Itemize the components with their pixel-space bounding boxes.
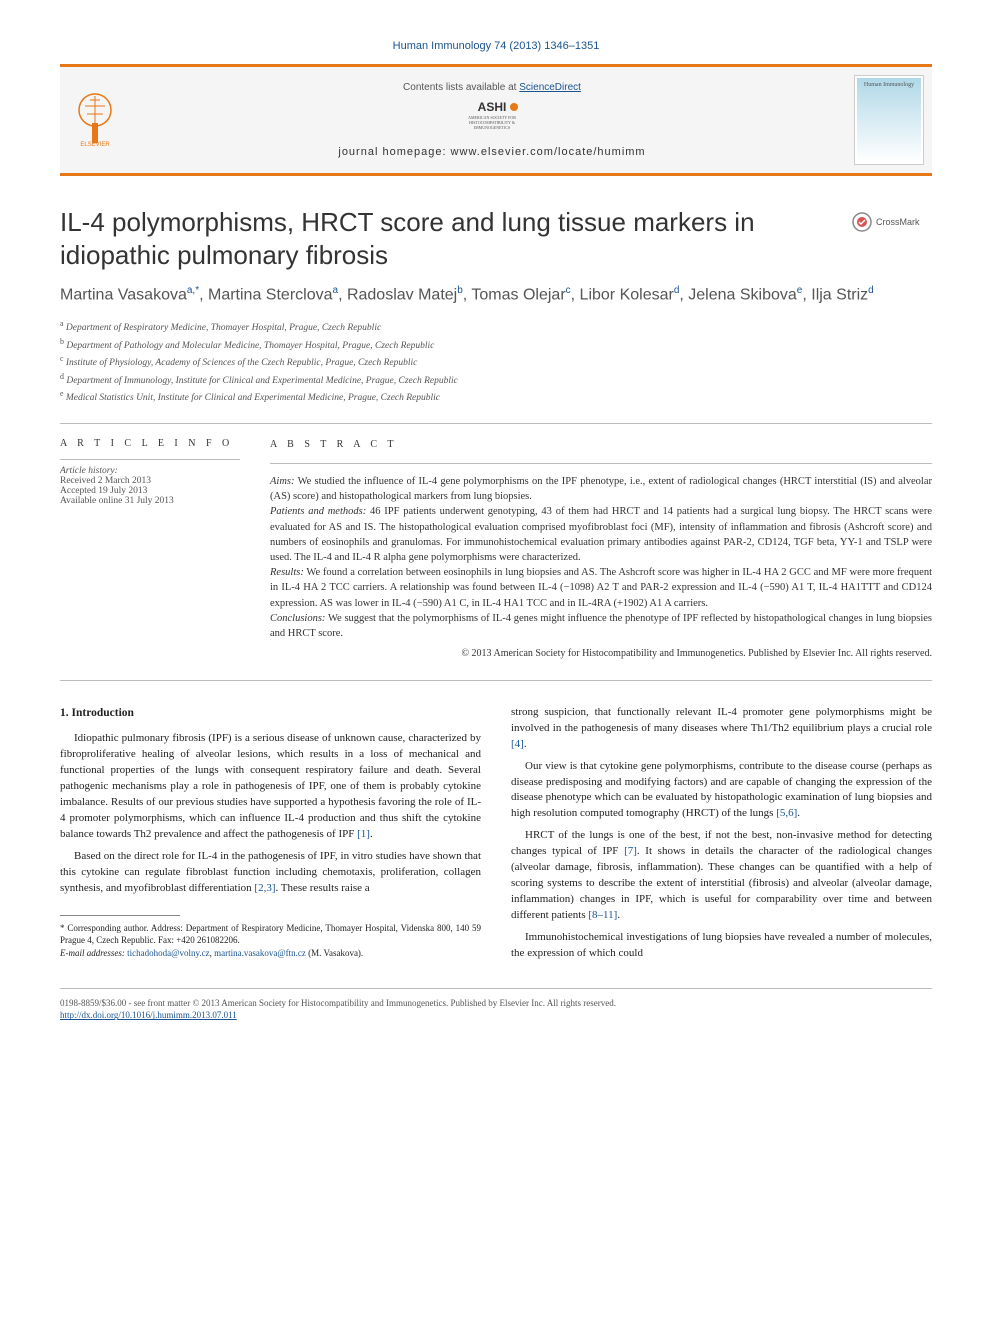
ref-link[interactable]: [5,6] (776, 807, 797, 819)
email-link[interactable]: martina.vasakova@ftn.cz (214, 948, 306, 958)
body-paragraph: Immunohistochemical investigations of lu… (511, 930, 932, 962)
divider (60, 423, 932, 424)
contents-available: Contents lists available at ScienceDirec… (130, 82, 854, 93)
article-title: IL-4 polymorphisms, HRCT score and lung … (60, 206, 832, 271)
elsevier-logo[interactable]: ELSEVIER (60, 88, 130, 153)
footnote-divider (60, 915, 180, 916)
journal-banner: ELSEVIER Contents lists available at Sci… (60, 64, 932, 176)
ashi-logo: ASHI AMERICAN SOCIETY FOR HISTOCOMPATIBI… (452, 99, 532, 140)
email-link[interactable]: tichadohoda@volny.cz (127, 948, 209, 958)
divider (60, 680, 932, 681)
authors-list: Martina Vasakovaa,*, Martina Sterclovaa,… (60, 285, 932, 304)
abstract-patients: Patients and methods: 46 IPF patients un… (270, 504, 932, 565)
abstract-results: Results: We found a correlation between … (270, 565, 932, 611)
journal-reference[interactable]: Human Immunology 74 (2013) 1346–1351 (60, 40, 932, 52)
ref-link[interactable]: [2,3] (254, 882, 275, 894)
body-paragraph: Idiopathic pulmonary fibrosis (IPF) is a… (60, 731, 481, 843)
svg-text:ASHI: ASHI (478, 100, 507, 114)
corresponding-author-footnote: * Corresponding author. Address: Departm… (60, 922, 481, 960)
svg-text:IMMUNOGENETICS: IMMUNOGENETICS (474, 125, 510, 130)
article-history-label: Article history: (60, 466, 240, 476)
footer-divider (60, 988, 932, 989)
abstract-heading: A B S T R A C T (270, 438, 932, 453)
accepted-date: Accepted 19 July 2013 (60, 486, 240, 496)
ref-link[interactable]: [4] (511, 738, 524, 750)
abstract-aims: Aims: We studied the influence of IL-4 g… (270, 474, 932, 504)
journal-homepage[interactable]: journal homepage: www.elsevier.com/locat… (130, 146, 854, 158)
received-date: Received 2 March 2013 (60, 476, 240, 486)
article-info-heading: A R T I C L E I N F O (60, 438, 240, 449)
body-paragraph: HRCT of the lungs is one of the best, if… (511, 828, 932, 924)
sciencedirect-link[interactable]: ScienceDirect (519, 82, 581, 93)
crossmark-badge[interactable]: CrossMark (852, 210, 932, 239)
doi-link[interactable]: http://dx.doi.org/10.1016/j.humimm.2013.… (60, 1010, 237, 1020)
section-heading-intro: 1. Introduction (60, 705, 481, 722)
footer-copyright: 0198-8859/$36.00 - see front matter © 20… (60, 997, 932, 1022)
abstract-panel: A B S T R A C T Aims: We studied the inf… (270, 438, 932, 661)
abstract-copyright: © 2013 American Society for Histocompati… (270, 647, 932, 662)
svg-text:CrossMark: CrossMark (876, 217, 920, 227)
ref-link[interactable]: [7] (624, 845, 637, 857)
ref-link[interactable]: [8–11] (588, 909, 617, 921)
body-paragraph: Our view is that cytokine gene polymorph… (511, 759, 932, 823)
body-paragraph: strong suspicion, that functionally rele… (511, 705, 932, 753)
online-date: Available online 31 July 2013 (60, 496, 240, 506)
article-body: 1. Introduction Idiopathic pulmonary fib… (60, 705, 932, 968)
svg-text:ELSEVIER: ELSEVIER (80, 142, 110, 148)
abstract-conclusions: Conclusions: We suggest that the polymor… (270, 611, 932, 641)
ref-link[interactable]: [1] (357, 828, 370, 840)
body-paragraph: Based on the direct role for IL-4 in the… (60, 849, 481, 897)
article-info-panel: A R T I C L E I N F O Article history: R… (60, 438, 240, 661)
journal-cover-thumbnail[interactable]: Human Immunology (854, 75, 924, 165)
affiliations-list: a Department of Respiratory Medicine, Th… (60, 318, 932, 405)
